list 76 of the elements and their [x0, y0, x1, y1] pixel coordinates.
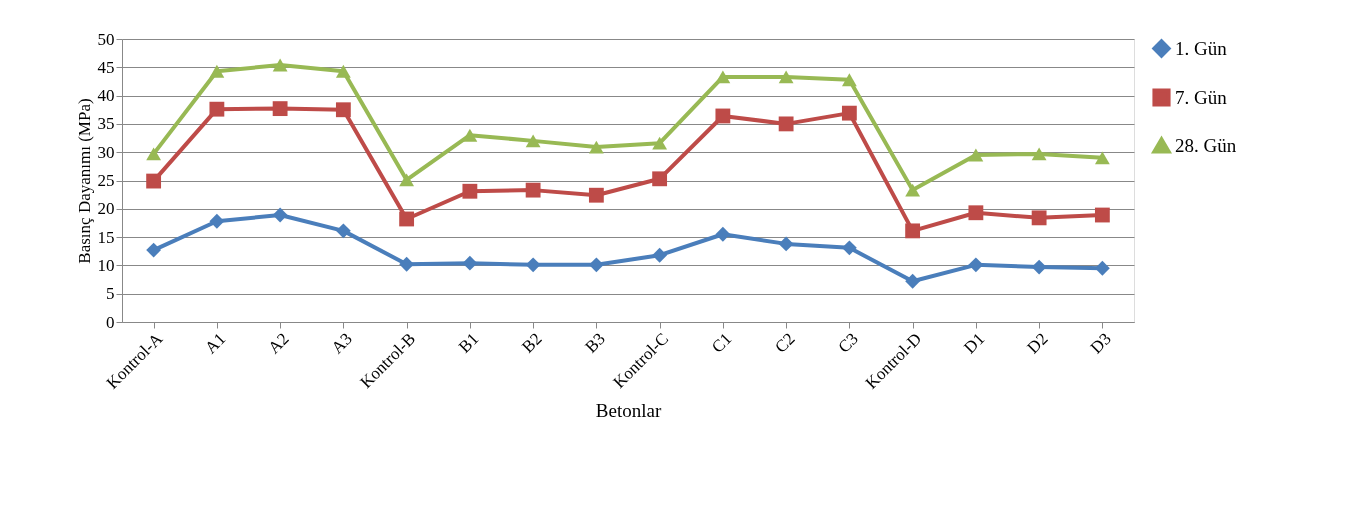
point — [841, 105, 857, 121]
x-tick-label: C3 — [834, 329, 862, 357]
point — [1031, 210, 1047, 226]
point — [968, 205, 984, 221]
legend-label: 28. Gün — [1175, 134, 1237, 156]
y-tick-label: 25 — [97, 171, 115, 190]
point — [1094, 207, 1110, 223]
point — [841, 73, 857, 87]
point — [399, 173, 415, 187]
point — [778, 70, 794, 84]
point — [715, 108, 731, 124]
point — [778, 116, 794, 132]
x-tick-label: B1 — [454, 329, 483, 357]
point — [715, 226, 731, 242]
x-tick-label: D2 — [1023, 329, 1052, 358]
x-axis-title: Betonlar — [595, 399, 662, 421]
point — [209, 213, 225, 229]
point — [588, 187, 604, 203]
point — [1094, 260, 1110, 276]
point — [209, 64, 225, 78]
point — [525, 134, 541, 148]
legend-label: 7. Gün — [1175, 86, 1228, 108]
x-tick-label: B3 — [581, 329, 609, 357]
point — [1031, 147, 1047, 161]
legend-label: 1. Gün — [1175, 37, 1228, 59]
x-tick-label: C1 — [707, 329, 736, 357]
point — [588, 257, 604, 273]
point — [146, 173, 162, 189]
y-tick-label: 5 — [106, 284, 115, 304]
x-tick-label: C2 — [771, 329, 799, 357]
point — [588, 140, 604, 154]
y-tick-label: 10 — [97, 255, 115, 275]
point — [525, 257, 541, 273]
point — [968, 257, 984, 273]
point — [652, 247, 668, 263]
x-tick-label: A3 — [327, 329, 356, 358]
point — [525, 182, 541, 198]
point — [652, 136, 668, 150]
x-tick-label: A1 — [201, 329, 230, 358]
point — [905, 223, 921, 239]
point — [462, 128, 478, 142]
point — [146, 147, 162, 161]
y-tick-label: 0 — [106, 312, 115, 332]
point — [905, 183, 921, 197]
point — [399, 256, 415, 272]
point — [209, 101, 225, 117]
point — [652, 171, 668, 187]
point — [272, 58, 288, 72]
point — [462, 183, 478, 199]
point — [335, 64, 351, 78]
x-tick-label: A2 — [264, 329, 293, 358]
point — [905, 273, 921, 289]
point — [272, 101, 288, 117]
y-axis-title: Basınç Dayanımı (MPa) — [74, 98, 94, 264]
point — [146, 242, 162, 258]
y-tick-label: 50 — [97, 29, 115, 49]
point — [778, 236, 794, 252]
x-tick-label: D3 — [1086, 329, 1115, 358]
point — [272, 207, 288, 223]
x-tick-label: B2 — [518, 329, 546, 357]
point — [1094, 151, 1110, 165]
point — [715, 70, 731, 84]
x-tick-label: D1 — [960, 329, 989, 358]
y-tick-label: 15 — [97, 227, 115, 247]
point — [335, 102, 351, 118]
y-tick-label: 20 — [97, 199, 115, 219]
point — [335, 223, 351, 239]
point — [399, 211, 415, 227]
y-tick-label: 40 — [97, 86, 115, 106]
point — [462, 255, 478, 271]
point — [968, 148, 984, 162]
y-tick-label: 35 — [97, 114, 115, 134]
y-tick-label: 45 — [97, 57, 115, 77]
point — [1031, 259, 1047, 275]
point — [841, 240, 857, 256]
y-tick-label: 30 — [97, 142, 115, 162]
